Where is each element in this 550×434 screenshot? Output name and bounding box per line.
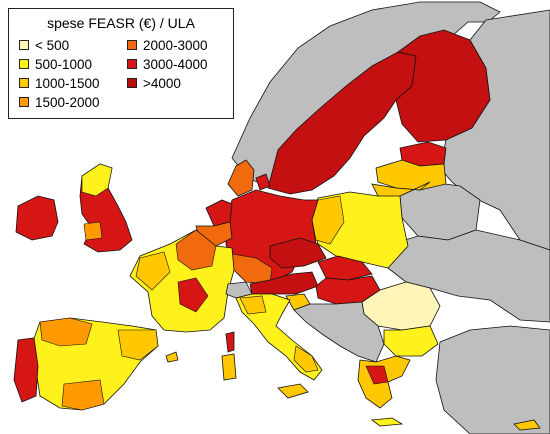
map-legend: spese FEASR (€) / ULA < 500 500-1000 100… [8, 8, 234, 119]
legend-swatch [19, 97, 29, 108]
legend-label: 2000-3000 [143, 38, 208, 53]
region-balkans [293, 301, 385, 363]
legend-item: < 500 [19, 37, 69, 55]
region-crete [370, 417, 404, 427]
region-netherlands [205, 199, 233, 227]
legend-label: 3000-4000 [143, 57, 208, 72]
region-sicily [277, 383, 309, 399]
legend-item: 1000-1500 [19, 75, 100, 93]
region-greece-south [365, 365, 389, 385]
legend-swatch [127, 78, 137, 89]
region-sardinia [221, 353, 237, 381]
region-czechia [269, 237, 327, 269]
legend-swatch [127, 59, 137, 70]
legend-label: 500-1000 [35, 57, 93, 72]
legend-label: >4000 [143, 76, 181, 91]
region-france-west [135, 251, 171, 291]
region-denmark [227, 159, 255, 197]
legend-swatch [19, 59, 29, 70]
region-france-center [177, 277, 209, 313]
legend-item: 3000-4000 [127, 56, 208, 74]
region-france-north [175, 229, 217, 271]
region-scotland [81, 163, 113, 197]
region-spain-east [117, 329, 159, 361]
legend-item: 500-1000 [19, 56, 92, 74]
legend-item: >4000 [127, 75, 181, 93]
region-italy-south [293, 345, 319, 373]
region-cyprus [513, 419, 541, 431]
legend-swatch [127, 40, 137, 51]
region-portugal [13, 337, 39, 403]
legend-item: 1500-2000 [19, 94, 100, 112]
region-ireland [15, 195, 59, 241]
region-corsica [225, 331, 235, 353]
region-balearic [165, 351, 179, 363]
region-spain-north [39, 317, 93, 347]
legend-swatch [19, 40, 29, 51]
legend-label: < 500 [35, 38, 70, 53]
region-bulgaria [383, 325, 439, 357]
legend-swatch [19, 78, 29, 89]
region-wales [83, 221, 103, 241]
region-denmark-east [255, 173, 271, 191]
legend-label: 1500-2000 [35, 95, 100, 110]
legend-label: 1000-1500 [35, 76, 100, 91]
legend-item: 2000-3000 [127, 37, 208, 55]
region-spain-south [61, 379, 105, 411]
region-italy-north [239, 295, 267, 315]
legend-title: spese FEASR (€) / ULA [47, 15, 195, 31]
region-turkey [435, 325, 550, 434]
